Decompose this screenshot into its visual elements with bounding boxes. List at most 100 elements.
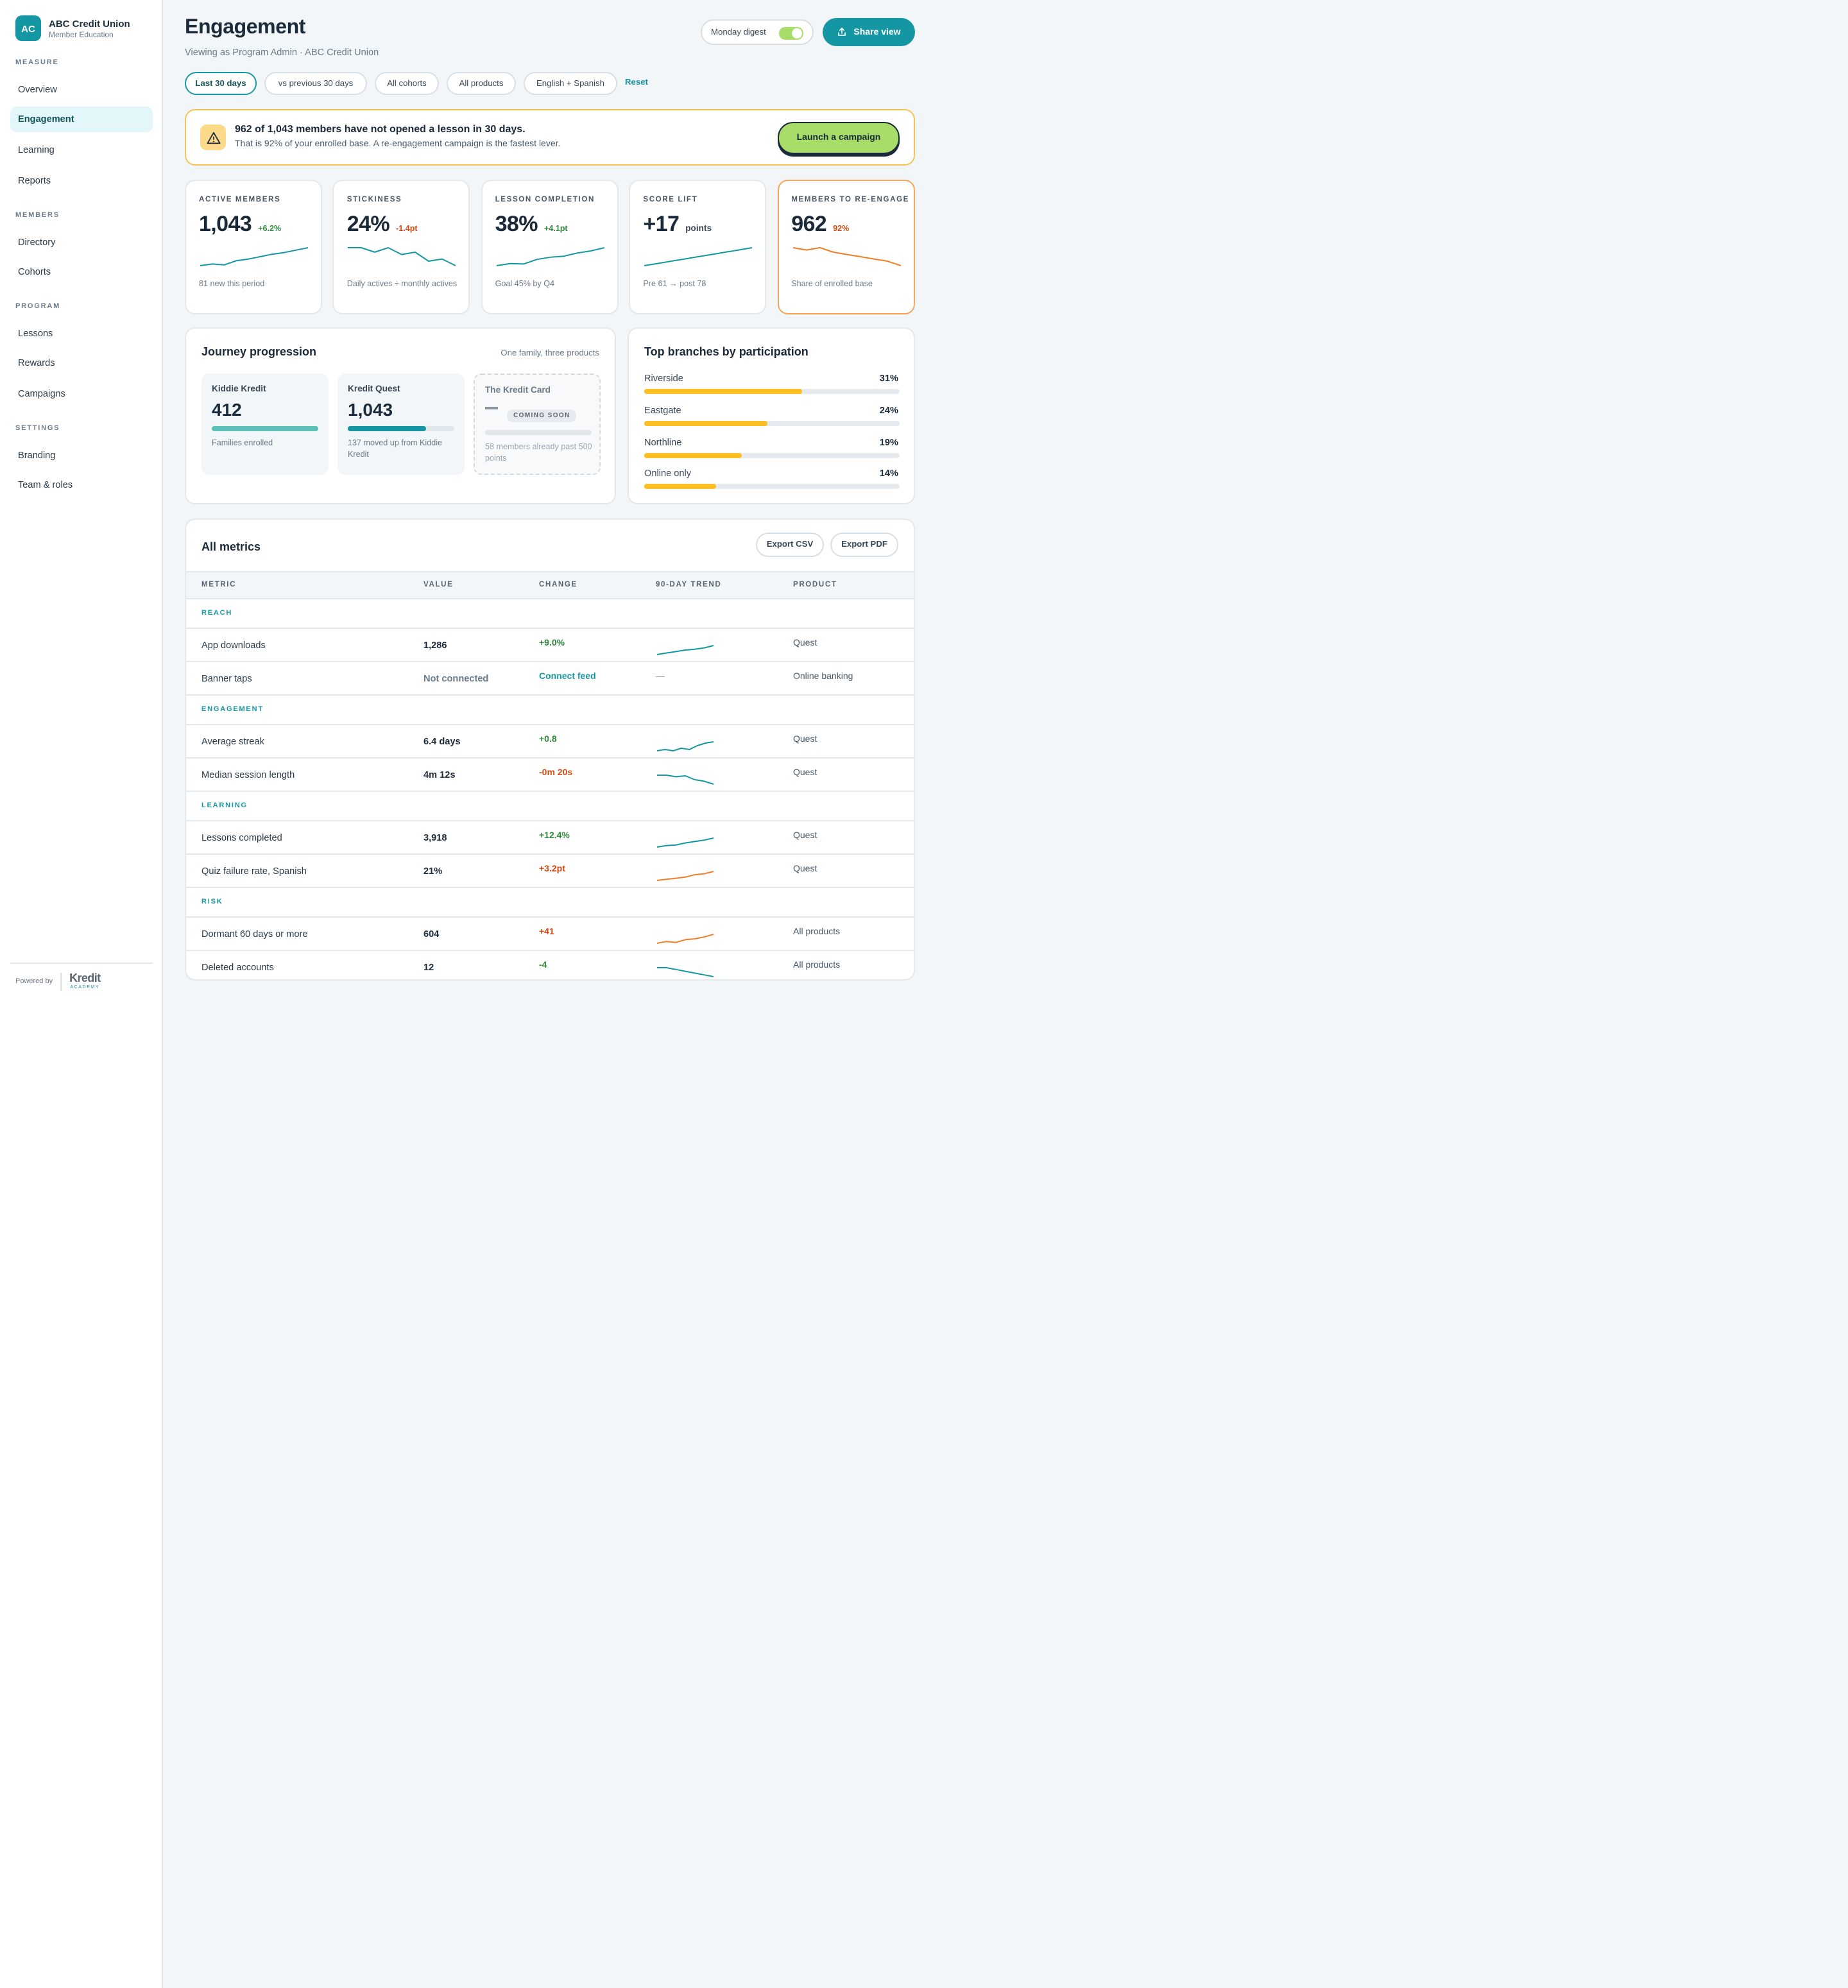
kpi-delta: points [685, 225, 712, 234]
kpi-sparkline-line [200, 247, 309, 266]
sidebar-item-rewards[interactable]: Rewards [10, 350, 153, 375]
table-row[interactable]: Lessons completed 3,918 +12.4% Quest [186, 821, 914, 855]
nav-section-members: MEMBERS [15, 212, 60, 219]
kpi-card-active-members[interactable]: ACTIVE MEMBERS 1,043 +6.2% 81 new this peri… [185, 180, 322, 314]
sidebar-item-team-roles[interactable]: Team & roles [10, 472, 153, 497]
trend-sparkline [656, 934, 714, 944]
kpi-label: MEMBERS TO RE-ENGAGE [791, 196, 909, 204]
table-row[interactable]: Median session length 4m 12s -0m 20s Quest [186, 758, 914, 792]
product-card-kiddie-kredit[interactable]: Kiddie Kredit 412 Families enrolled [201, 373, 329, 475]
sidebar-item-overview[interactable]: Overview [10, 76, 153, 101]
trend-sparkline [656, 837, 714, 848]
product-note: 58 members already past 500 points [485, 443, 592, 463]
sidebar-item-engagement[interactable]: Engagement [10, 106, 153, 132]
sidebar-item-campaigns[interactable]: Campaigns [10, 381, 153, 406]
kpi-note: Daily actives ÷ monthly actives [346, 280, 458, 289]
metric-change: +41 [539, 928, 554, 937]
trend-sparkline [656, 645, 714, 655]
metric-name: Banner taps [201, 673, 252, 684]
metric-change: +0.8 [539, 735, 557, 744]
org-header[interactable]: AC ABC Credit Union Member Education [15, 15, 130, 41]
export-pdf-button[interactable]: Export PDF [830, 533, 898, 557]
filter-chip-all-cohorts[interactable]: All cohorts [375, 72, 439, 95]
digest-switch[interactable] [779, 27, 803, 40]
trend-sparkline [657, 775, 714, 785]
export-csv-button[interactable]: Export CSV [756, 533, 824, 557]
trend-sparkline-line [657, 967, 714, 977]
journey-title: Journey progression [201, 345, 317, 358]
sidebar-item-label: Reports [18, 174, 51, 186]
group-header-risk: RISK [186, 888, 914, 918]
sidebar-item-learning[interactable]: Learning [10, 137, 153, 162]
metric-name: Dormant 60 days or more [201, 928, 308, 939]
metrics-table-header: METRIC VALUE CHANGE 90-DAY TREND PRODUCT [186, 571, 914, 599]
nav-section-program: PROGRAM [15, 303, 61, 311]
metric-product: All products [793, 928, 841, 937]
sidebar-item-cohorts[interactable]: Cohorts [10, 259, 153, 284]
trend-sparkline-line [656, 837, 714, 848]
connect-feed-link[interactable]: Connect feed [539, 673, 596, 681]
kpi-sparkline-wrap [199, 246, 309, 273]
metric-change: +9.0% [539, 639, 565, 648]
kpi-card-members-to-re-engage[interactable]: MEMBERS TO RE-ENGAGE 962 92% Share of enrol… [777, 180, 915, 314]
table-row[interactable]: App downloads 1,286 +9.0% Quest [186, 629, 914, 662]
branch-name: Online only [644, 467, 692, 479]
metric-name: Quiz failure rate, Spanish [201, 865, 307, 877]
product-progress-track [212, 426, 318, 431]
sidebar-item-label: Cohorts [18, 266, 51, 278]
metric-value: 604 [424, 928, 440, 939]
sidebar-item-directory[interactable]: Directory [10, 228, 153, 254]
table-row[interactable]: Deleted accounts 12 -4 All products [186, 951, 914, 979]
metric-product: Quest [793, 865, 817, 874]
group-header-reach: REACH [186, 599, 914, 629]
product-card-kredit-quest[interactable]: Kredit Quest 1,043 137 moved up from Kiddi… [338, 373, 465, 475]
filter-chip-vs-previous-30-days[interactable]: vs previous 30 days [264, 72, 367, 95]
kpi-sparkline [200, 247, 309, 266]
group-label: ENGAGEMENT [201, 706, 264, 714]
sidebar-item-label: Lessons [18, 327, 53, 338]
table-row[interactable]: Quiz failure rate, Spanish 21% +3.2pt Quest [186, 855, 914, 888]
digest-toggle-pill[interactable]: Monday digest [701, 19, 814, 45]
filter-chip-all-products[interactable]: All products [447, 72, 516, 95]
kpi-sparkline-line [496, 247, 604, 266]
metric-value: 3,918 [424, 832, 447, 843]
kpi-note: 81 new this period [199, 280, 265, 289]
sidebar-item-lessons[interactable]: Lessons [10, 320, 153, 345]
nav-section-measure: MEASURE [15, 59, 59, 67]
table-row[interactable]: Dormant 60 days or more 604 +41 All product… [186, 918, 914, 951]
kredit-logo-text: Kredit [69, 972, 101, 985]
branch-pct: 24% [879, 404, 898, 416]
powered-by-label: Powered by [15, 978, 53, 986]
product-progress-track [348, 426, 454, 431]
sidebar-item-branding[interactable]: Branding [10, 441, 153, 467]
branch-bar-fill [644, 452, 742, 458]
sidebar-item-label: Engagement [18, 113, 74, 125]
filter-chip-last-30-days[interactable]: Last 30 days [185, 72, 257, 95]
kpi-value-row: 1,043 +6.2% [199, 212, 281, 237]
kpi-card-lesson-completion[interactable]: LESSON COMPLETION 38% +4.1pt Goal 45% by Q4 [481, 180, 619, 314]
kpi-sparkline-wrap [643, 246, 753, 273]
table-row[interactable]: Banner taps Not connected Connect feed — Onl… [186, 662, 914, 696]
sidebar-item-label: Team & roles [18, 479, 73, 491]
group-label: REACH [201, 610, 233, 617]
page-subtitle: Viewing as Program Admin · ABC Credit Un… [185, 46, 379, 58]
kpi-card-score-lift[interactable]: SCORE LIFT +17 points Pre 61 → post 78 [629, 180, 767, 314]
kpi-sparkline [644, 247, 753, 266]
metric-name: Deleted accounts [201, 961, 274, 973]
reset-filters-link[interactable]: Reset [625, 78, 648, 87]
table-row[interactable]: Average streak 6.4 days +0.8 Quest [186, 725, 914, 758]
branches-title: Top branches by participation [644, 345, 809, 358]
nav-section-settings: SETTINGS [15, 425, 60, 433]
trend-sparkline-wrap [656, 735, 715, 758]
sidebar-item-label: Directory [18, 236, 56, 247]
kpi-value-row: 962 92% [791, 212, 849, 237]
kpi-card-stickiness[interactable]: STICKINESS 24% -1.4pt Daily actives ÷ month… [332, 180, 470, 314]
sidebar-item-reports[interactable]: Reports [10, 167, 153, 193]
filter-chip-english-spanish[interactable]: English + Spanish [524, 72, 617, 95]
branch-pct: 14% [879, 467, 898, 479]
branch-name: Eastgate [644, 404, 681, 416]
launch-campaign-button[interactable]: Launch a campaign [778, 122, 900, 154]
share-view-button[interactable]: Share view [823, 18, 915, 46]
